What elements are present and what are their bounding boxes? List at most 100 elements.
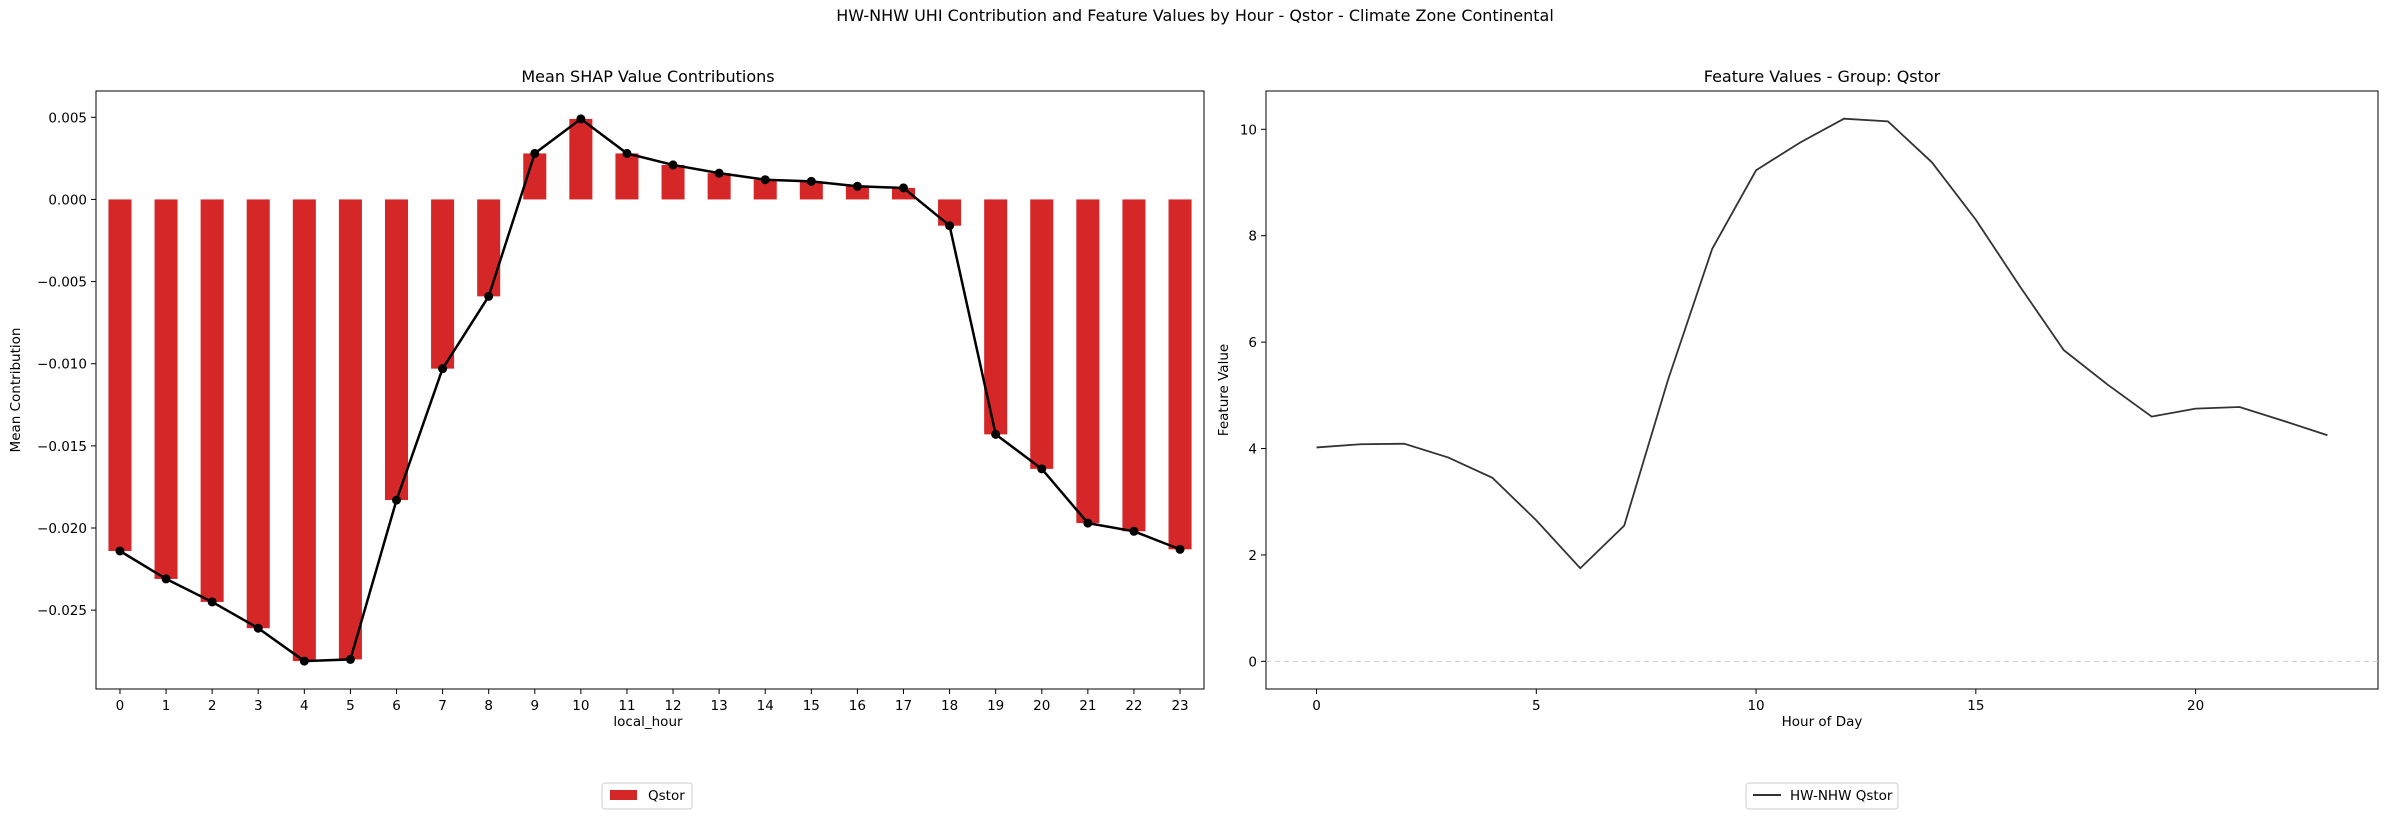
shap-x-tick-label: 0 xyxy=(116,698,125,714)
shap-x-tick-label: 4 xyxy=(300,698,309,714)
shap-x-axis-label: local_hour xyxy=(613,714,683,730)
feature-y-tick-label: 8 xyxy=(1248,229,1257,245)
shap-bar xyxy=(661,164,685,200)
shap-line-point xyxy=(1175,544,1185,554)
shap-bars xyxy=(108,118,1192,662)
feature-y-axis: 0 2 4 6 8 10 xyxy=(1240,122,1266,670)
shap-bar xyxy=(707,173,731,200)
shap-legend-swatch xyxy=(610,790,637,800)
feature-y-tick-label: 6 xyxy=(1248,335,1257,351)
shap-line-point xyxy=(806,176,816,186)
shap-line-point xyxy=(622,148,632,158)
feature-x-axis: 0 5 10 15 20 xyxy=(1312,689,2204,714)
shap-x-tick-label: 17 xyxy=(895,698,912,714)
shap-bar xyxy=(938,199,962,226)
shap-x-tick-label: 15 xyxy=(803,698,820,714)
shap-x-tick-label: 8 xyxy=(484,698,493,714)
shap-bar xyxy=(845,186,869,200)
shap-line-path xyxy=(119,117,1181,663)
shap-line-point xyxy=(714,168,724,178)
shap-line-point xyxy=(991,429,1001,439)
shap-x-tick-label: 11 xyxy=(618,698,635,714)
shap-x-tick-label: 20 xyxy=(1033,698,1050,714)
shap-bar xyxy=(753,179,777,200)
feature-legend: HW-NHW Qstor xyxy=(1745,782,1899,810)
shap-chart-title: Mean SHAP Value Contributions xyxy=(521,67,774,86)
shap-x-tick-label: 6 xyxy=(392,698,401,714)
shap-y-axis-label: Mean Contribution xyxy=(8,328,24,453)
shap-overlay-line xyxy=(115,114,1185,666)
shap-line-point xyxy=(438,364,448,374)
shap-x-tick-label: 22 xyxy=(1125,698,1142,714)
shap-y-axis: −0.025 −0.020 −0.015 −0.010 −0.005 0.000 0.005 xyxy=(37,110,96,619)
feature-y-tick-label: 4 xyxy=(1248,442,1257,458)
shap-bar xyxy=(246,199,270,629)
shap-line-point xyxy=(345,654,355,664)
feature-legend-label: HW-NHW Qstor xyxy=(1790,788,1893,804)
shap-bar xyxy=(1076,199,1100,524)
shap-bar xyxy=(1168,199,1192,550)
shap-x-tick-label: 16 xyxy=(849,698,866,714)
shap-line-point xyxy=(760,175,770,185)
shap-line-point xyxy=(668,160,678,170)
shap-line-point xyxy=(898,183,908,193)
shap-x-tick-label: 18 xyxy=(941,698,958,714)
feature-x-tick-label: 15 xyxy=(1967,698,1984,714)
shap-y-tick-label: −0.020 xyxy=(37,521,87,537)
feature-legend-box xyxy=(1745,782,1899,810)
shap-x-tick-label: 3 xyxy=(254,698,263,714)
shap-x-axis: 0 1 2 3 4 5 6 7 8 9 10 11 12 13 14 15 16 17 18 19 20 21 22 23 xyxy=(116,689,1189,714)
shap-bar xyxy=(891,187,916,200)
shap-line-point xyxy=(392,495,402,505)
shap-bar xyxy=(984,199,1008,435)
shap-line-point xyxy=(115,546,125,556)
shap-y-tick-label: −0.015 xyxy=(37,439,87,455)
shap-bar xyxy=(615,153,639,200)
feature-x-axis-label: Hour of Day xyxy=(1782,714,1863,730)
shap-line-point xyxy=(299,656,309,666)
shap-y-tick-label: 0.005 xyxy=(48,110,87,126)
shap-line-point xyxy=(530,148,540,158)
shap-y-tick-label: −0.010 xyxy=(37,357,87,373)
shap-legend-box xyxy=(601,782,693,810)
shap-bar xyxy=(154,199,178,579)
shap-x-tick-label: 14 xyxy=(757,698,774,714)
shap-bar xyxy=(1030,199,1054,469)
shap-legend-label: Qstor xyxy=(648,788,685,804)
shap-x-tick-label: 21 xyxy=(1079,698,1096,714)
shap-bar xyxy=(384,199,409,501)
shap-x-tick-label: 23 xyxy=(1171,698,1188,714)
shap-plot-frame xyxy=(95,90,1205,690)
feature-x-tick-label: 5 xyxy=(1532,698,1541,714)
shap-bar xyxy=(1122,199,1146,532)
shap-y-tick-label: −0.025 xyxy=(37,603,87,619)
shap-x-tick-label: 2 xyxy=(208,698,217,714)
shap-x-tick-label: 19 xyxy=(987,698,1004,714)
shap-line-point xyxy=(161,574,171,584)
feature-x-tick-label: 0 xyxy=(1312,698,1321,714)
shap-bar xyxy=(292,199,316,662)
shap-bar xyxy=(108,199,132,551)
shap-line-point xyxy=(253,623,263,633)
shap-x-tick-label: 9 xyxy=(530,698,539,714)
shap-line-point xyxy=(852,181,862,191)
feature-x-tick-label: 20 xyxy=(2187,698,2204,714)
shap-x-tick-label: 12 xyxy=(664,698,681,714)
shap-x-tick-label: 13 xyxy=(711,698,728,714)
shap-x-tick-label: 7 xyxy=(438,698,447,714)
feature-x-tick-label: 10 xyxy=(1747,698,1764,714)
feature-y-tick-label: 10 xyxy=(1240,122,1257,138)
feature-y-tick-label: 0 xyxy=(1248,654,1257,670)
shap-x-tick-label: 1 xyxy=(162,698,171,714)
feature-plot-frame xyxy=(1265,90,2379,690)
shap-bar xyxy=(477,199,501,297)
feature-chart: Feature Values - Group: Qstor 0 5 10 15 20 0… xyxy=(1216,67,2379,810)
shap-y-tick-label: −0.005 xyxy=(37,275,87,291)
shap-line-point xyxy=(484,291,494,301)
shap-bar xyxy=(799,181,823,200)
figure-suptitle: HW-NHW UHI Contribution and Feature Valu… xyxy=(836,6,1554,25)
shap-bar xyxy=(200,199,224,602)
shap-line-point xyxy=(576,114,586,124)
